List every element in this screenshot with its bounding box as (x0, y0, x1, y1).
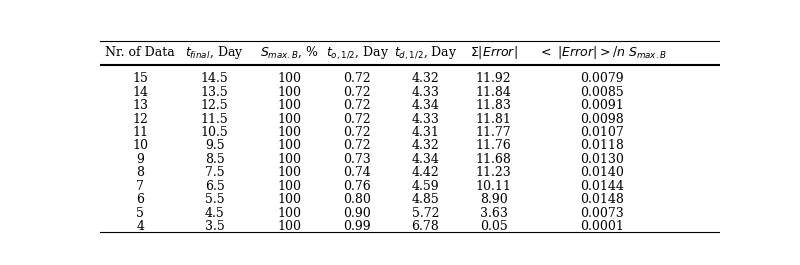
Text: 0.0144: 0.0144 (580, 180, 624, 193)
Text: 0.72: 0.72 (343, 72, 371, 85)
Text: 3.63: 3.63 (480, 207, 508, 220)
Text: $\Sigma$|$\mathit{Error}$|: $\Sigma$|$\mathit{Error}$| (470, 44, 518, 61)
Text: Nr. of Data: Nr. of Data (106, 46, 175, 59)
Text: 4.31: 4.31 (411, 126, 439, 139)
Text: 4.5: 4.5 (205, 207, 225, 220)
Text: 4.32: 4.32 (412, 139, 439, 152)
Text: 5.72: 5.72 (412, 207, 439, 220)
Text: 4.85: 4.85 (412, 193, 439, 206)
Text: 0.90: 0.90 (343, 207, 371, 220)
Text: 0.0073: 0.0073 (580, 207, 624, 220)
Text: 0.73: 0.73 (343, 153, 371, 166)
Text: 10: 10 (132, 139, 148, 152)
Text: 0.72: 0.72 (343, 139, 371, 152)
Text: 5.5: 5.5 (205, 193, 225, 206)
Text: 8.90: 8.90 (480, 193, 507, 206)
Text: 100: 100 (277, 180, 301, 193)
Text: 11.84: 11.84 (476, 86, 512, 99)
Text: 0.0098: 0.0098 (580, 113, 624, 126)
Text: 3.5: 3.5 (205, 220, 225, 233)
Text: $t_{\mathit{final}}$, Day: $t_{\mathit{final}}$, Day (186, 44, 244, 61)
Text: 10.5: 10.5 (201, 126, 229, 139)
Text: 4.42: 4.42 (412, 166, 439, 179)
Text: 14.5: 14.5 (201, 72, 229, 85)
Text: 6: 6 (136, 193, 144, 206)
Text: 100: 100 (277, 86, 301, 99)
Text: 15: 15 (132, 72, 148, 85)
Text: 9.5: 9.5 (205, 139, 225, 152)
Text: 0.0118: 0.0118 (580, 139, 624, 152)
Text: 13: 13 (132, 99, 148, 112)
Text: 11.92: 11.92 (476, 72, 511, 85)
Text: 100: 100 (277, 166, 301, 179)
Text: 0.99: 0.99 (343, 220, 371, 233)
Text: 100: 100 (277, 72, 301, 85)
Text: 12.5: 12.5 (201, 99, 229, 112)
Text: $t_{d,1/2}$, Day: $t_{d,1/2}$, Day (394, 44, 458, 61)
Text: 4: 4 (136, 220, 144, 233)
Text: 0.0130: 0.0130 (580, 153, 624, 166)
Text: 5: 5 (136, 207, 144, 220)
Text: 11.83: 11.83 (476, 99, 512, 112)
Text: 100: 100 (277, 207, 301, 220)
Text: 11.76: 11.76 (476, 139, 511, 152)
Text: 4.59: 4.59 (412, 180, 439, 193)
Text: 11.81: 11.81 (476, 113, 512, 126)
Text: 0.0140: 0.0140 (580, 166, 624, 179)
Text: 13.5: 13.5 (201, 86, 229, 99)
Text: 100: 100 (277, 153, 301, 166)
Text: $<$ |$\mathit{Error}$|$>$/$n$ $S_{\mathit{max.B}}$: $<$ |$\mathit{Error}$|$>$/$n$ $S_{\mathi… (538, 44, 666, 61)
Text: 10.11: 10.11 (476, 180, 512, 193)
Text: 0.0107: 0.0107 (580, 126, 624, 139)
Text: 0.0085: 0.0085 (580, 86, 624, 99)
Text: 0.72: 0.72 (343, 113, 371, 126)
Text: 0.05: 0.05 (480, 220, 507, 233)
Text: 6.78: 6.78 (412, 220, 439, 233)
Text: $t_{o,1/2}$, Day: $t_{o,1/2}$, Day (326, 44, 389, 61)
Text: 100: 100 (277, 126, 301, 139)
Text: 0.0148: 0.0148 (580, 193, 624, 206)
Text: 0.0091: 0.0091 (580, 99, 624, 112)
Text: 4.33: 4.33 (411, 113, 439, 126)
Text: 100: 100 (277, 193, 301, 206)
Text: 4.34: 4.34 (411, 153, 439, 166)
Text: 8.5: 8.5 (205, 153, 225, 166)
Text: 4.33: 4.33 (411, 86, 439, 99)
Text: 0.80: 0.80 (343, 193, 371, 206)
Text: 14: 14 (132, 86, 148, 99)
Text: 11.68: 11.68 (476, 153, 512, 166)
Text: 6.5: 6.5 (205, 180, 225, 193)
Text: 0.74: 0.74 (343, 166, 371, 179)
Text: 7: 7 (136, 180, 144, 193)
Text: $S_{\mathit{max.B}}$, %: $S_{\mathit{max.B}}$, % (259, 45, 318, 60)
Text: 11.77: 11.77 (476, 126, 511, 139)
Text: 0.0079: 0.0079 (580, 72, 624, 85)
Text: 0.72: 0.72 (343, 86, 371, 99)
Text: 11.23: 11.23 (476, 166, 511, 179)
Text: 12: 12 (132, 113, 148, 126)
Text: 0.0001: 0.0001 (580, 220, 624, 233)
Text: 100: 100 (277, 220, 301, 233)
Text: 100: 100 (277, 113, 301, 126)
Text: 11: 11 (132, 126, 148, 139)
Text: 100: 100 (277, 99, 301, 112)
Text: 0.76: 0.76 (343, 180, 371, 193)
Text: 0.72: 0.72 (343, 99, 371, 112)
Text: 0.72: 0.72 (343, 126, 371, 139)
Text: 4.34: 4.34 (411, 99, 439, 112)
Text: 11.5: 11.5 (201, 113, 229, 126)
Text: 9: 9 (136, 153, 144, 166)
Text: 4.32: 4.32 (412, 72, 439, 85)
Text: 8: 8 (136, 166, 144, 179)
Text: 100: 100 (277, 139, 301, 152)
Text: 7.5: 7.5 (205, 166, 225, 179)
